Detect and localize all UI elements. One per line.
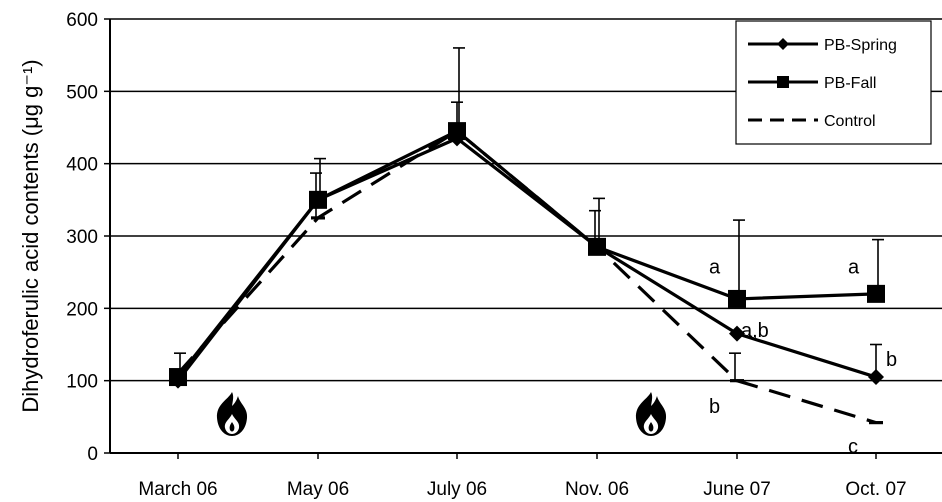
flame-core — [229, 422, 235, 432]
x-tick-labels: March 06 May 06 July 06 Nov. 06 June 07 Oct. … — [138, 479, 906, 500]
series — [169, 122, 885, 425]
annotation-label: b — [709, 396, 720, 418]
flame-outer — [216, 392, 248, 436]
data-point — [728, 289, 746, 308]
legend-label: PB-Fall — [824, 75, 876, 92]
flame-core — [648, 422, 654, 432]
annotation-label: c — [848, 436, 858, 458]
legend: PB-Spring PB-Fall Control — [735, 20, 932, 145]
y-tick-label: 300 — [66, 227, 98, 248]
annotation-label: a,b — [741, 320, 769, 342]
y-tick-labels: 0 100 200 300 400 500 600 — [66, 10, 98, 465]
x-tick-label: March 06 — [138, 479, 217, 500]
data-point — [169, 368, 187, 387]
annotations: a a,b b a b c — [709, 256, 897, 457]
y-tick-label: 500 — [66, 82, 98, 103]
x-tick-label: May 06 — [287, 479, 349, 500]
annotation-label: a — [709, 256, 721, 278]
legend-label: Control — [824, 113, 876, 130]
legend-marker — [777, 76, 789, 88]
series-line-pb-fall — [176, 129, 877, 379]
x-tick-label: Oct. 07 — [845, 479, 906, 500]
y-tick-label: 400 — [66, 155, 98, 176]
legend-label: PB-Spring — [824, 37, 897, 54]
fire-icon — [635, 392, 667, 436]
fire-icon — [216, 392, 248, 436]
icons — [216, 392, 667, 436]
data-point — [868, 369, 884, 386]
series-line-control — [176, 129, 877, 425]
y-axis-label: Dihydroferulic acid contents (μg g⁻¹) — [18, 59, 43, 412]
annotation-label: a — [848, 256, 860, 278]
y-tick-label: 600 — [66, 10, 98, 31]
x-tick-label: July 06 — [427, 479, 487, 500]
data-point — [309, 190, 327, 209]
flame-outer — [635, 392, 667, 436]
annotation-label: b — [886, 349, 897, 371]
y-tick-label: 200 — [66, 299, 98, 320]
error-bars — [174, 47, 884, 381]
x-tick-label: June 07 — [703, 479, 771, 500]
axes — [109, 19, 942, 454]
y-tick-label: 0 — [87, 444, 98, 465]
data-point — [867, 284, 885, 303]
data-point — [729, 325, 745, 342]
legend-marker — [777, 38, 789, 50]
y-tick-label: 100 — [66, 372, 98, 393]
x-tick-label: Nov. 06 — [565, 479, 629, 500]
